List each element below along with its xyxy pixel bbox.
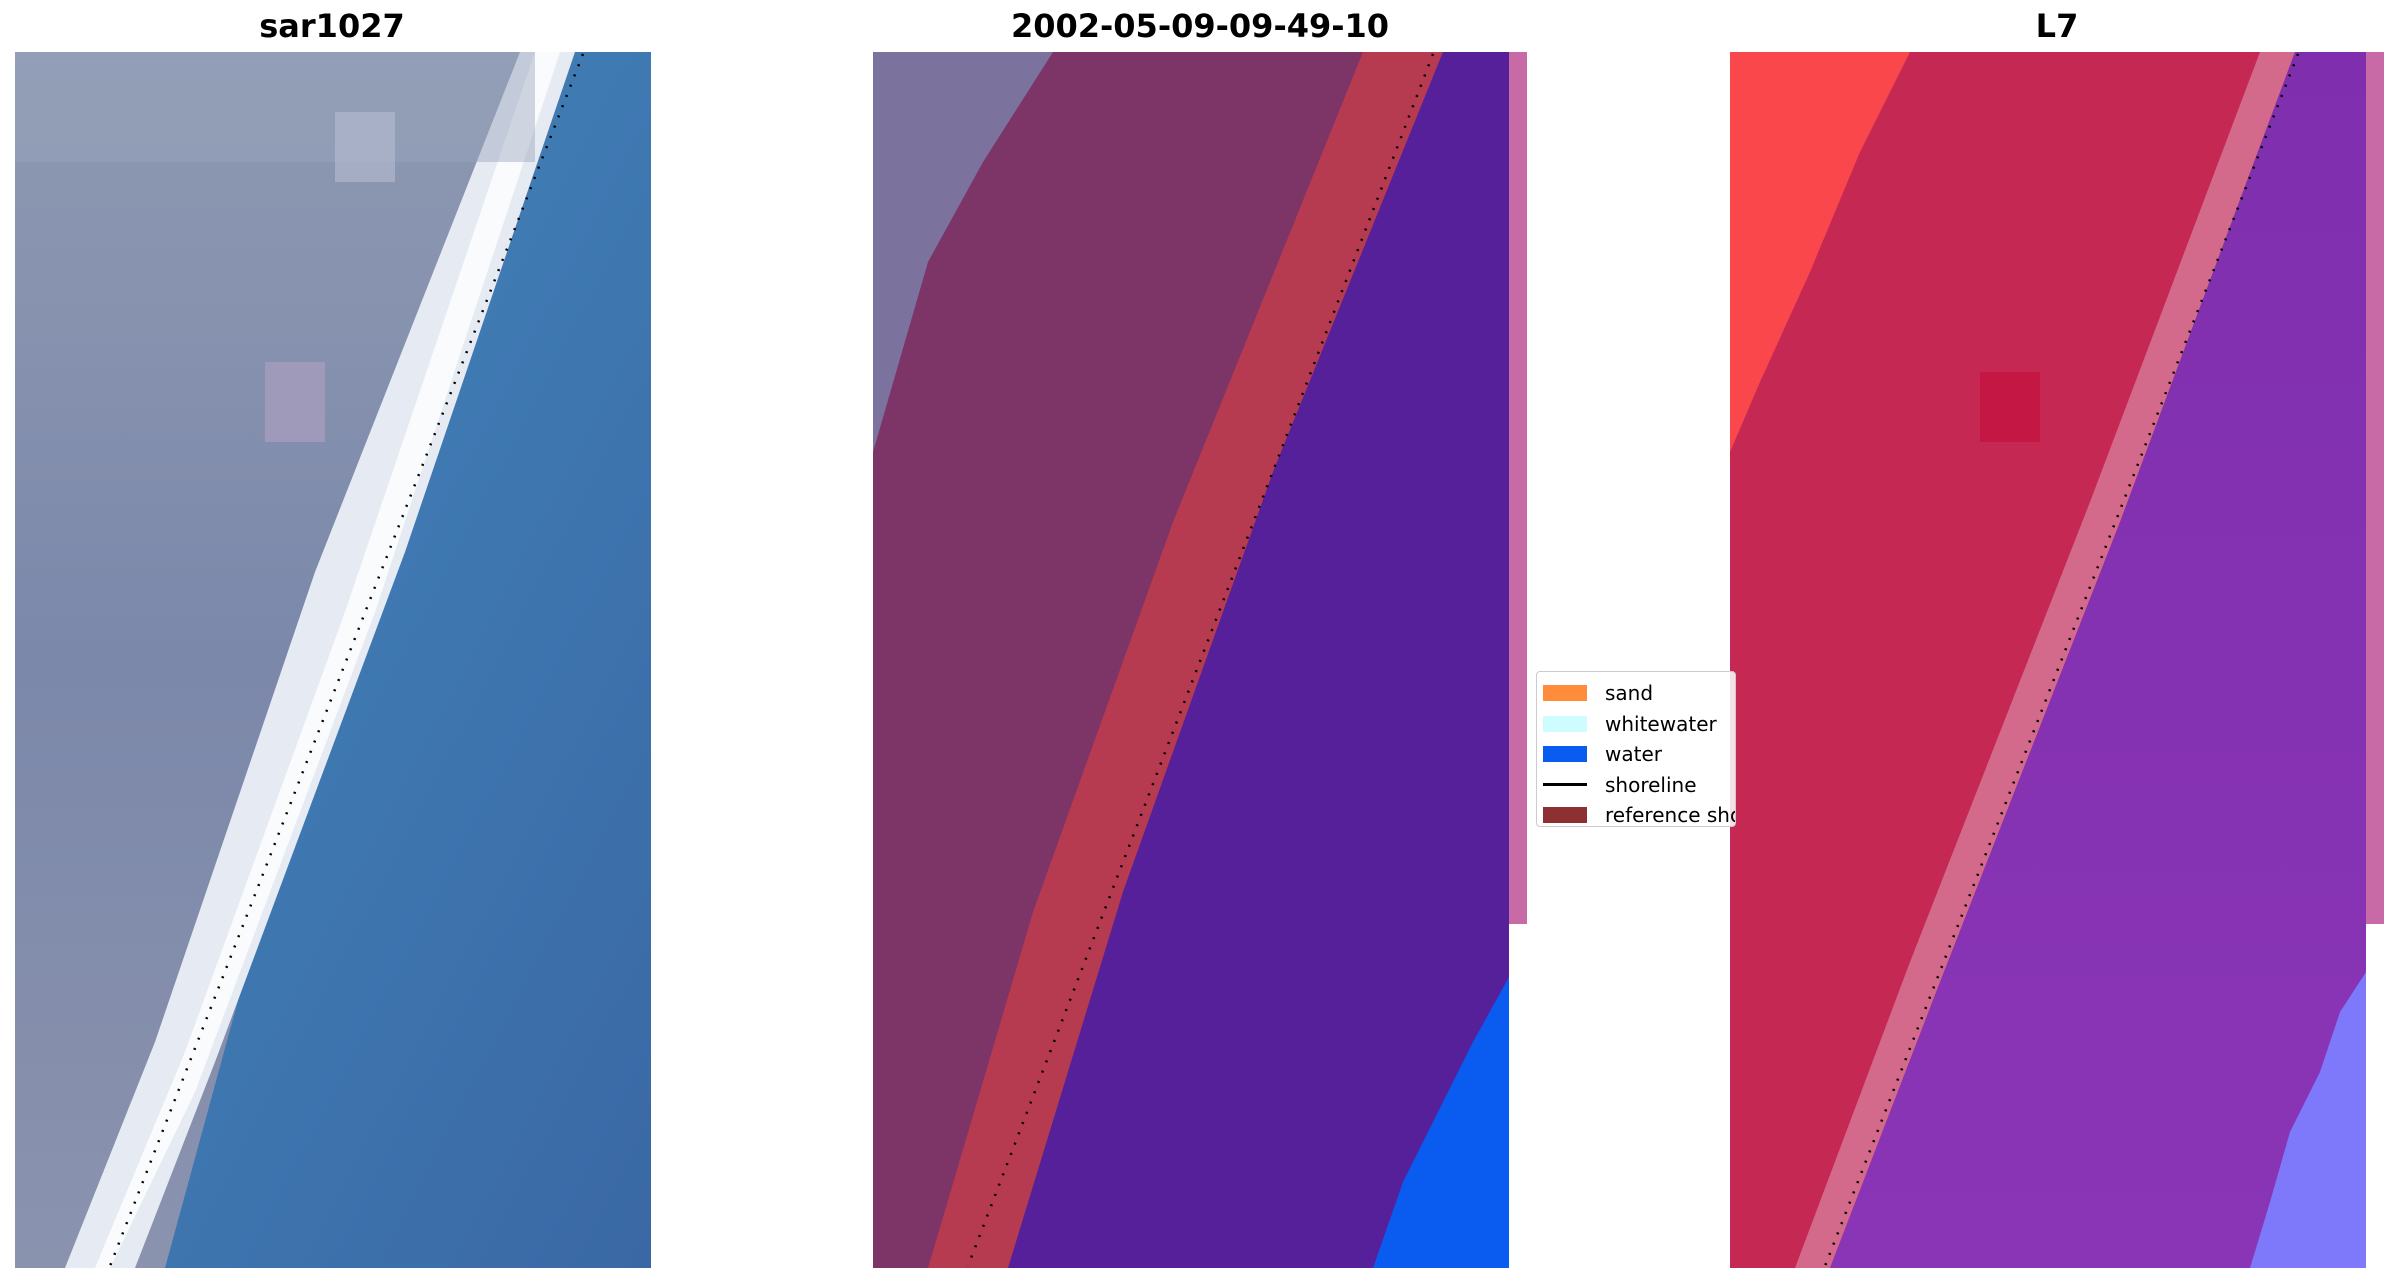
panel-title-classified: 2002-05-09-09-49-10 bbox=[1010, 7, 1390, 45]
panel-title-rgb: sar1027 bbox=[259, 7, 405, 45]
l7-index-image bbox=[1730, 52, 2384, 1268]
whitewater-swatch bbox=[1543, 715, 1587, 732]
legend-item-whitewater: whitewater bbox=[1537, 709, 1735, 740]
rgb-image-panel bbox=[15, 52, 651, 1268]
classified-image-panel bbox=[873, 52, 1527, 1268]
pink-patch bbox=[265, 362, 325, 442]
shoreline-line bbox=[1823, 53, 2300, 1267]
legend-item-shoreline: shoreline bbox=[1537, 770, 1735, 801]
pink-edge-strip bbox=[2366, 52, 2384, 924]
rgb-image bbox=[15, 52, 651, 1268]
legend-label-water: water bbox=[1605, 742, 1662, 767]
water-classified-area bbox=[1008, 52, 1509, 1268]
sand-swatch bbox=[1543, 685, 1587, 702]
legend-label-whitewater: whitewater bbox=[1605, 711, 1717, 736]
classified-image bbox=[873, 52, 1527, 1268]
legend-item-sand: sand bbox=[1537, 678, 1735, 709]
whitewater-band bbox=[95, 52, 560, 1268]
pink-edge-strip bbox=[1509, 52, 1527, 924]
shoreline-line bbox=[966, 53, 1435, 1267]
shoreline-line bbox=[108, 53, 585, 1267]
legend: sand whitewater water shoreline referenc… bbox=[1536, 671, 1736, 827]
unclassified-land-patch bbox=[873, 52, 1053, 452]
panel-title-index: L7 bbox=[2035, 7, 2079, 45]
transition-band bbox=[1795, 52, 2295, 1268]
water-blue-area bbox=[1373, 977, 1509, 1268]
land-top-patch bbox=[15, 52, 535, 162]
bright-water-area bbox=[2250, 972, 2366, 1268]
legend-item-reference-shoreline: reference shoreline bbox=[1537, 800, 1735, 827]
l7-index-panel bbox=[1730, 52, 2384, 1268]
reference-shoreline-swatch bbox=[1543, 807, 1587, 824]
legend-item-water: water bbox=[1537, 739, 1735, 770]
legend-label-shoreline: shoreline bbox=[1605, 772, 1697, 797]
water-swatch bbox=[1543, 746, 1587, 763]
bright-patch bbox=[335, 112, 395, 182]
shoreline-line-swatch bbox=[1543, 783, 1587, 787]
dark-land-patch bbox=[1980, 372, 2040, 442]
reference-shoreline-band bbox=[928, 52, 1443, 1268]
legend-label-sand: sand bbox=[1605, 681, 1654, 706]
legend-label-reference-shoreline: reference shoreline bbox=[1605, 803, 1735, 827]
water-index-area bbox=[1830, 52, 2366, 1268]
bright-land-patch bbox=[1730, 52, 1910, 452]
